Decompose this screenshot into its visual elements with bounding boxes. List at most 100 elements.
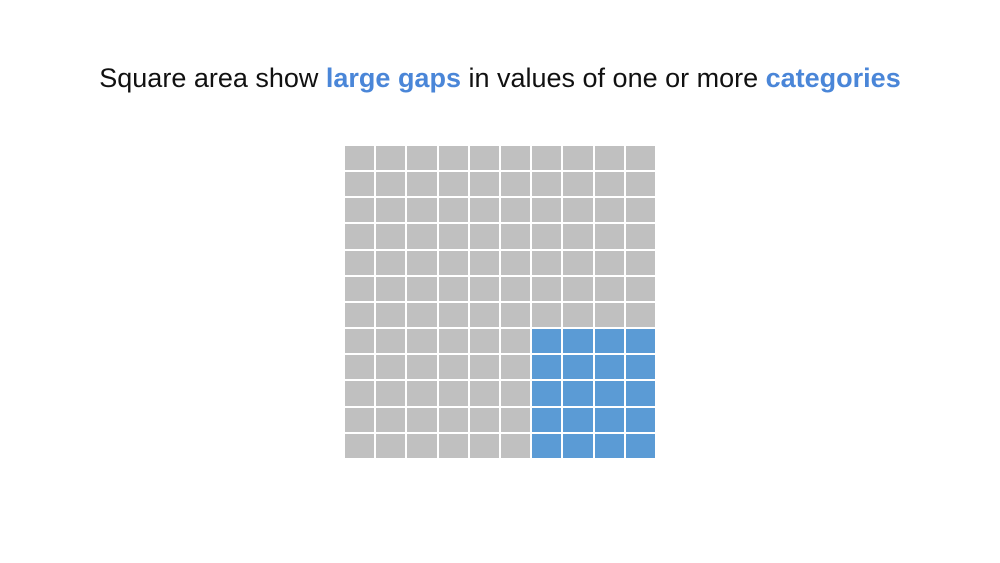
unit-square — [438, 198, 468, 223]
unit-square — [594, 302, 624, 328]
unit-square — [376, 302, 406, 328]
unit-square — [532, 172, 562, 197]
unit-square — [501, 198, 531, 223]
unit-square — [469, 276, 499, 301]
title-highlight-large-gaps: large gaps — [325, 63, 461, 93]
unit-square — [407, 302, 437, 328]
unit-square — [469, 433, 499, 458]
unit-square — [594, 224, 624, 249]
unit-square — [469, 407, 499, 432]
unit-square — [407, 433, 437, 458]
unit-square — [625, 198, 655, 223]
highlighted-unit-square — [532, 381, 562, 406]
highlighted-unit-square — [532, 355, 562, 380]
unit-square — [469, 329, 499, 354]
unit-square — [407, 276, 437, 301]
slide-title: Square area show large gaps in values of… — [0, 58, 1000, 98]
unit-square — [376, 198, 406, 223]
highlighted-unit-square — [625, 433, 655, 458]
unit-square — [625, 250, 655, 275]
unit-square — [376, 433, 406, 458]
unit-square — [345, 146, 375, 171]
unit-square — [563, 198, 593, 223]
unit-square — [469, 250, 499, 275]
highlighted-unit-square — [625, 329, 655, 354]
unit-square — [501, 224, 531, 249]
unit-square — [594, 250, 624, 275]
unit-square — [469, 302, 499, 328]
unit-square — [345, 302, 375, 328]
unit-square — [625, 224, 655, 249]
unit-square — [501, 329, 531, 354]
highlighted-unit-square — [625, 381, 655, 406]
title-text-part2: in values of one or more — [460, 63, 766, 93]
unit-square — [438, 407, 468, 432]
unit-square — [625, 276, 655, 301]
unit-square-grid — [345, 146, 655, 458]
unit-square — [469, 381, 499, 406]
unit-square — [469, 198, 499, 223]
unit-square — [407, 224, 437, 249]
highlighted-unit-square — [563, 355, 593, 380]
unit-square — [376, 381, 406, 406]
unit-square — [345, 276, 375, 301]
highlighted-unit-square — [594, 407, 624, 432]
highlighted-unit-square — [594, 381, 624, 406]
unit-square — [532, 302, 562, 328]
unit-square — [407, 355, 437, 380]
unit-square — [469, 224, 499, 249]
highlighted-unit-square — [563, 407, 593, 432]
unit-square — [345, 198, 375, 223]
square-area-diagram — [345, 146, 655, 458]
unit-square — [376, 224, 406, 249]
highlighted-unit-square — [532, 407, 562, 432]
highlighted-unit-square — [563, 433, 593, 458]
unit-square — [501, 407, 531, 432]
unit-square — [532, 224, 562, 249]
unit-square — [563, 250, 593, 275]
unit-square — [563, 146, 593, 171]
unit-square — [438, 433, 468, 458]
unit-square — [407, 198, 437, 223]
unit-square — [407, 250, 437, 275]
highlighted-unit-square — [532, 433, 562, 458]
unit-square — [563, 302, 593, 328]
unit-square — [407, 146, 437, 171]
unit-square — [345, 250, 375, 275]
highlighted-unit-square — [563, 381, 593, 406]
unit-square — [438, 250, 468, 275]
unit-square — [345, 381, 375, 406]
highlighted-unit-square — [594, 329, 624, 354]
unit-square — [625, 302, 655, 328]
unit-square — [345, 355, 375, 380]
unit-square — [376, 276, 406, 301]
unit-square — [407, 172, 437, 197]
unit-square — [438, 302, 468, 328]
highlighted-unit-square — [625, 407, 655, 432]
unit-square — [625, 146, 655, 171]
unit-square — [625, 172, 655, 197]
unit-square — [438, 329, 468, 354]
unit-square — [376, 146, 406, 171]
unit-square — [563, 172, 593, 197]
unit-square — [438, 172, 468, 197]
unit-square — [376, 407, 406, 432]
unit-square — [376, 355, 406, 380]
unit-square — [407, 329, 437, 354]
unit-square — [501, 302, 531, 328]
unit-square — [376, 329, 406, 354]
unit-square — [376, 172, 406, 197]
highlighted-unit-square — [563, 329, 593, 354]
unit-square — [407, 407, 437, 432]
unit-square — [594, 146, 624, 171]
unit-square — [594, 198, 624, 223]
unit-square — [501, 250, 531, 275]
title-highlight-categories: categories — [765, 63, 901, 93]
unit-square — [501, 172, 531, 197]
unit-square — [438, 381, 468, 406]
unit-square — [407, 381, 437, 406]
unit-square — [501, 355, 531, 380]
unit-square — [438, 355, 468, 380]
highlighted-unit-square — [594, 355, 624, 380]
highlighted-unit-square — [532, 329, 562, 354]
